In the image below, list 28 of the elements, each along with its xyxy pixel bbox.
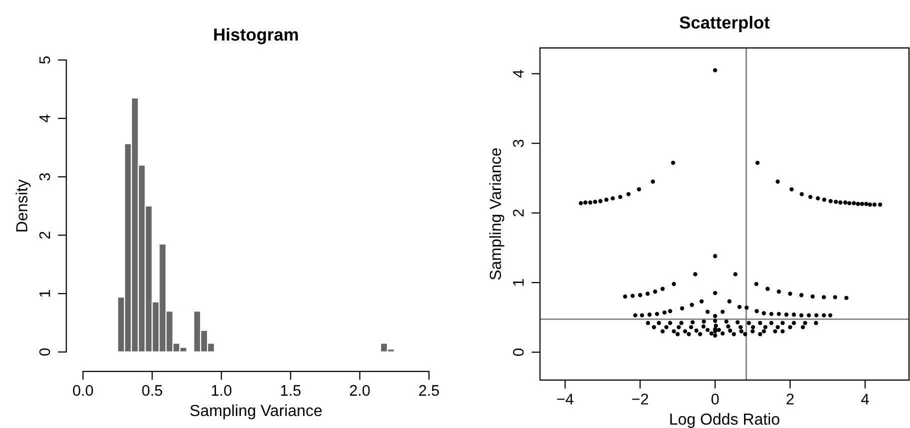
y-tick-label: 1: [513, 279, 524, 286]
y-tick-label: 5: [39, 56, 50, 64]
x-tick-label: 2: [786, 394, 794, 404]
y-tick-label: 0: [39, 348, 50, 356]
x-tick-label: 0.5: [142, 385, 162, 396]
y-axis-title: Sampling Variance: [489, 148, 504, 280]
y-tick-label: 4: [513, 70, 524, 78]
y-tick-label: 3: [39, 173, 50, 180]
x-tick-label: 0.0: [72, 385, 94, 396]
y-tick-label: 2: [512, 209, 524, 216]
y-axis-title: Density: [16, 179, 31, 232]
x-tick-label: 2.5: [419, 385, 439, 396]
x-axis-title: Sampling Variance: [190, 404, 322, 420]
x-tick-label: 1.0: [212, 385, 232, 396]
chart-title: Histogram: [214, 28, 298, 44]
chart-title: Scatterplot: [680, 16, 770, 32]
x-tick-label: 2.0: [350, 385, 370, 396]
y-tick-label: 0: [512, 348, 524, 356]
x-tick-label: 1.5: [281, 385, 301, 396]
x-axis-title: Log Odds Ratio: [670, 413, 780, 428]
y-tick-label: 2: [39, 232, 50, 239]
y-tick-label: 3: [512, 140, 524, 147]
y-tick-label: 4: [39, 114, 50, 122]
x-tick-label: 4: [861, 394, 869, 404]
x-tick-label: −4: [557, 394, 574, 404]
x-tick-label: 0: [711, 394, 719, 404]
y-tick-label: 1: [39, 290, 50, 297]
x-tick-label: −2: [632, 394, 648, 404]
